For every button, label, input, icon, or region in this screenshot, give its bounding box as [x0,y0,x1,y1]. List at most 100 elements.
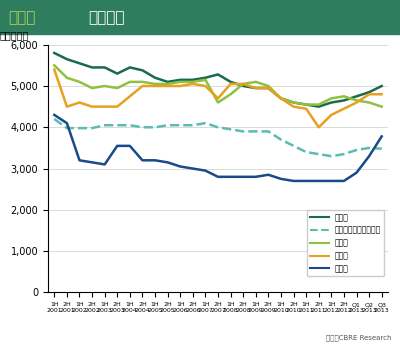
大阪府 [304,103,308,107]
大阪府 [278,96,283,100]
京都府 [342,107,346,111]
滋賀県 [241,175,246,179]
大阪府 [190,78,195,82]
大阪府（中大型施設） [316,152,321,156]
大阪府 [165,80,170,84]
京都府 [253,86,258,90]
滋賀県 [178,164,183,169]
滋賀県 [128,144,132,148]
大阪府（中大型施設） [52,117,57,121]
京都府 [241,82,246,86]
大阪府 [153,76,158,80]
滋賀県 [140,158,145,162]
京都府 [278,96,283,100]
大阪府（中大型施設） [140,125,145,129]
滋賀県 [52,113,57,117]
大阪府（中大型施設） [379,147,384,151]
大阪府（中大型施設） [354,148,359,152]
大阪府 [253,86,258,90]
滋賀県 [64,121,69,125]
京都府 [266,86,271,90]
滋賀県 [203,169,208,173]
Line: 兵庫県: 兵庫県 [54,65,382,107]
Line: 大阪府: 大阪府 [54,53,382,107]
滋賀県 [266,173,271,177]
大阪府（中大型施設） [190,123,195,127]
滋賀県 [165,160,170,164]
滋賀県 [291,179,296,183]
滋賀県 [90,160,94,164]
京都府 [367,92,372,96]
京都府 [128,94,132,98]
京都府 [102,105,107,109]
大阪府（中大型施設） [329,154,334,158]
大阪府 [354,94,359,98]
兵庫県 [64,76,69,80]
兵庫県 [316,103,321,107]
Line: 京都府: 京都府 [54,69,382,127]
京都府 [354,100,359,105]
大阪府 [115,72,120,76]
大阪府 [379,84,384,88]
滋賀県 [278,177,283,181]
兵庫県 [203,78,208,82]
京都府 [190,82,195,86]
大阪府 [90,65,94,69]
滋賀県 [77,158,82,162]
滋賀県 [354,171,359,175]
京都府 [216,96,220,100]
京都府 [203,84,208,88]
滋賀県 [379,134,384,138]
兵庫県 [140,80,145,84]
Line: 大阪府（中大型施設）: 大阪府（中大型施設） [54,119,382,156]
大阪府（中大型施設） [342,152,346,156]
兵庫県 [77,80,82,84]
兵庫県 [178,80,183,84]
大阪府（中大型施設） [291,144,296,148]
兵庫県 [102,84,107,88]
大阪府（中大型施設） [178,123,183,127]
京都府 [52,67,57,72]
大阪府 [203,76,208,80]
京都府 [77,100,82,105]
大阪府（中大型施設） [77,126,82,130]
大阪府 [342,98,346,103]
大阪府（中大型施設） [90,126,94,130]
大阪府（中大型施設） [216,125,220,129]
大阪府 [329,100,334,105]
大阪府 [216,72,220,76]
Text: 募集賃料: 募集賃料 [88,10,124,25]
兵庫県 [354,98,359,103]
滋賀県 [329,179,334,183]
兵庫県 [216,100,220,105]
大阪府 [64,57,69,61]
兵庫県 [128,80,132,84]
兵庫県 [228,92,233,96]
兵庫県 [165,82,170,86]
兵庫県 [304,103,308,107]
京都府 [153,84,158,88]
大阪府 [128,65,132,69]
大阪府 [178,78,183,82]
京都府 [140,84,145,88]
兵庫県 [52,63,57,67]
大阪府（中大型施設） [153,125,158,129]
Legend: 大阪府, 大阪府（中大型施設）, 兵庫県, 京都府, 滋賀県: 大阪府, 大阪府（中大型施設）, 兵庫県, 京都府, 滋賀県 [307,210,384,276]
大阪府（中大型施設） [203,121,208,125]
京都府 [64,105,69,109]
Line: 滋賀県: 滋賀県 [54,115,382,181]
滋賀県 [102,162,107,166]
兵庫県 [329,96,334,100]
大阪府（中大型施設） [304,150,308,154]
大阪府（中大型施設） [165,123,170,127]
滋賀県 [115,144,120,148]
滋賀県 [153,158,158,162]
大阪府 [102,65,107,69]
兵庫県 [367,100,372,105]
京都府 [165,84,170,88]
大阪府 [266,86,271,90]
大阪府（中大型施設） [253,129,258,133]
Text: 近畿圏: 近畿圏 [8,10,35,25]
京都府 [329,113,334,117]
兵庫県 [115,86,120,90]
